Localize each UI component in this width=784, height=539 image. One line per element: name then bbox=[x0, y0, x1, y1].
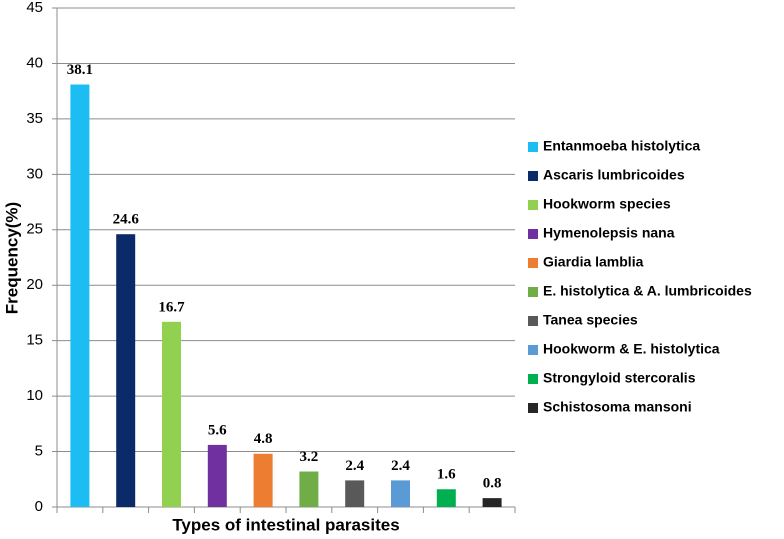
bar bbox=[345, 480, 365, 507]
legend-label: Giardia lamblia bbox=[543, 254, 644, 270]
bar bbox=[436, 489, 456, 507]
legend-label: Hookworm species bbox=[543, 196, 671, 212]
legend-label: Schistosoma mansoni bbox=[543, 399, 692, 415]
data-label: 4.8 bbox=[254, 431, 273, 447]
legend-swatch bbox=[528, 200, 538, 210]
bar bbox=[207, 444, 227, 507]
legend-label: Hookworm & E. histolytica bbox=[543, 341, 720, 357]
bar bbox=[253, 453, 273, 507]
x-axis-title: Types of intestinal parasites bbox=[172, 515, 399, 534]
y-tick-label: 20 bbox=[26, 276, 43, 293]
data-label: 16.7 bbox=[158, 299, 185, 315]
bar bbox=[391, 480, 410, 507]
y-tick-label: 10 bbox=[26, 387, 43, 404]
legend-swatch bbox=[528, 316, 538, 326]
data-label: 24.6 bbox=[113, 212, 140, 228]
y-tick-label: 0 bbox=[35, 498, 43, 515]
legend-swatch bbox=[528, 345, 538, 355]
legend-swatch bbox=[528, 287, 538, 297]
legend-label: Tanea species bbox=[543, 312, 638, 328]
y-axis-title: Frequency(%) bbox=[2, 202, 21, 314]
data-label: 0.8 bbox=[483, 476, 502, 492]
bar bbox=[116, 234, 136, 508]
legend-label: Hymenolepsis nana bbox=[543, 225, 675, 241]
bar bbox=[299, 471, 319, 507]
legend-swatch bbox=[528, 142, 538, 152]
data-label: 5.6 bbox=[208, 422, 227, 438]
data-label: 2.4 bbox=[391, 458, 410, 474]
y-tick-label: 40 bbox=[26, 54, 43, 71]
y-tick-label: 45 bbox=[26, 0, 43, 16]
y-tick-label: 5 bbox=[35, 443, 43, 460]
legend-label: Ascaris lumbricoides bbox=[543, 167, 685, 183]
bar bbox=[482, 498, 502, 507]
bar bbox=[162, 321, 181, 507]
y-tick-label: 30 bbox=[26, 165, 43, 182]
legend-swatch bbox=[528, 374, 538, 384]
legend-label: E. histolytica & A. lumbricoides bbox=[543, 283, 752, 299]
bar bbox=[70, 84, 90, 507]
legend-swatch bbox=[528, 229, 538, 239]
legend-label: Strongyloid stercoralis bbox=[543, 370, 696, 386]
legend-swatch bbox=[528, 171, 538, 181]
data-label: 1.6 bbox=[437, 467, 456, 483]
y-tick-label: 15 bbox=[26, 332, 43, 349]
legend-swatch bbox=[528, 403, 538, 413]
legend-label: Entanmoeba histolytica bbox=[543, 138, 700, 154]
data-label: 38.1 bbox=[67, 62, 93, 78]
data-label: 3.2 bbox=[300, 449, 319, 465]
data-label: 2.4 bbox=[345, 458, 364, 474]
y-tick-label: 25 bbox=[26, 221, 43, 238]
legend-swatch bbox=[528, 258, 538, 268]
y-tick-label: 35 bbox=[26, 110, 43, 127]
